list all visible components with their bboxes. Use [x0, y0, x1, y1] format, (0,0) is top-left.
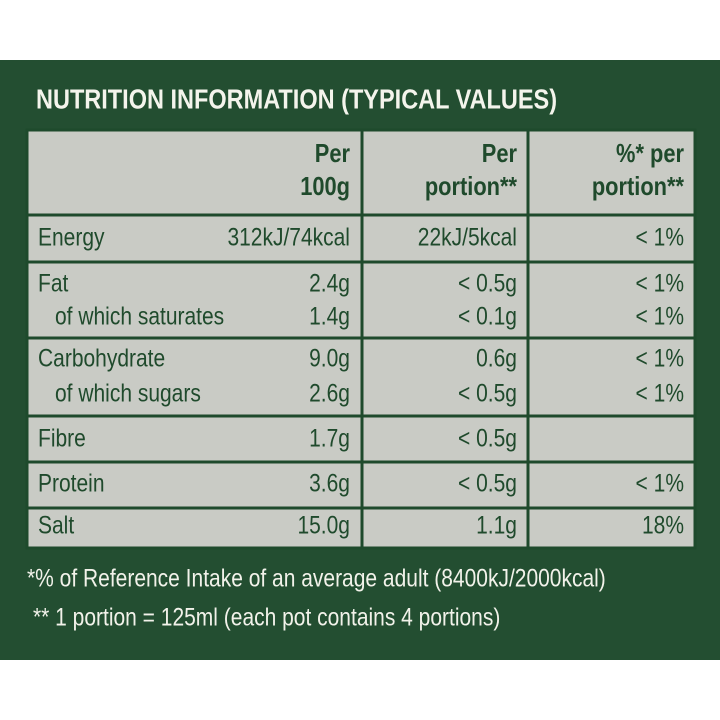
footnote: ** 1 portion = 125ml (each pot contains … [33, 603, 500, 631]
cell-value: 312kJ/74kcal [227, 223, 350, 251]
cell-value: < 0.5g [458, 424, 517, 452]
cell-value: < 1% [636, 469, 684, 497]
table-lines [27, 130, 695, 548]
row-label: of which saturates [55, 302, 224, 330]
cell-value: 9.0g [309, 344, 350, 372]
row-label: Fibre [38, 424, 86, 452]
column-header: portion** [592, 172, 685, 201]
row-label: Protein [38, 469, 105, 497]
cell-value: < 0.5g [458, 269, 517, 297]
cell-value: 1.1g [476, 511, 517, 539]
column-header: Per [315, 139, 350, 168]
cell-value: < 1% [636, 379, 684, 407]
cell-value: < 0.5g [458, 469, 517, 497]
row-label: Salt [38, 511, 75, 539]
cell-value: < 1% [636, 223, 684, 251]
cell-value: < 0.1g [458, 302, 517, 330]
row-label: Carbohydrate [38, 344, 165, 372]
cell-value: 3.6g [309, 469, 350, 497]
column-header: 100g [300, 172, 350, 201]
row-label: Energy [38, 223, 105, 251]
cell-value: 2.6g [309, 379, 350, 407]
cell-value: < 0.5g [458, 379, 517, 407]
cell-value: 2.4g [309, 269, 350, 297]
cell-value: 0.6g [476, 344, 517, 372]
cell-value: 18% [642, 511, 684, 539]
column-header: %* per [616, 139, 684, 168]
cell-value: < 1% [636, 302, 684, 330]
row-label: of which sugars [55, 379, 201, 407]
text-layer: NUTRITION INFORMATION (TYPICAL VALUES) Pe… [27, 85, 685, 631]
title: NUTRITION INFORMATION (TYPICAL VALUES) [36, 85, 557, 115]
footnote: *% of Reference Intake of an average adu… [27, 564, 606, 592]
cell-value: 1.7g [309, 424, 350, 452]
column-header: portion** [425, 172, 518, 201]
row-label: Fat [38, 269, 69, 297]
cell-value: 22kJ/5kcal [418, 223, 517, 251]
cell-value: 15.0g [297, 511, 350, 539]
cell-value: < 1% [636, 344, 684, 372]
cell-value: 1.4g [309, 302, 350, 330]
cell-value: < 1% [636, 269, 684, 297]
column-header: Per [482, 139, 517, 168]
